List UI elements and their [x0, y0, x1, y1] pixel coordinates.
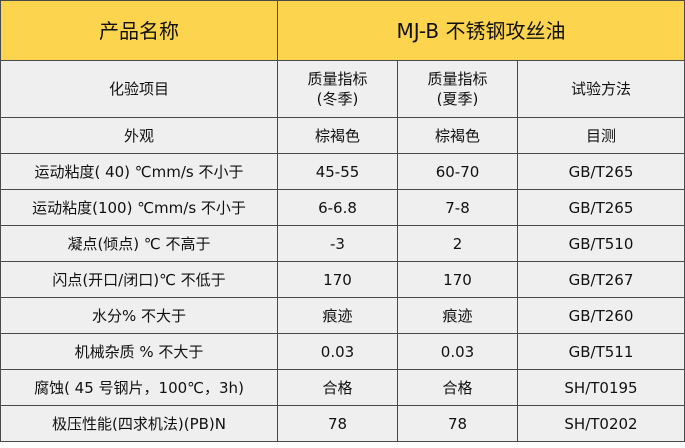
row-summer-value: 合格: [397, 369, 518, 406]
row-summer-value: 7-8: [397, 189, 518, 226]
row-method: 目测: [517, 117, 685, 154]
row-item: 凝点(倾点) ℃ 不高于: [0, 225, 278, 262]
row-method: SH/T0202: [517, 405, 685, 442]
row-winter-value: 170: [277, 261, 398, 298]
column-header-winter: 质量指标 (冬季): [277, 60, 398, 118]
row-winter-value: 棕褐色: [277, 117, 398, 154]
row-winter-value: 合格: [277, 369, 398, 406]
product-name-label: 产品名称: [0, 0, 278, 61]
row-method: GB/T265: [517, 189, 685, 226]
row-method: GB/T265: [517, 153, 685, 190]
row-method: GB/T510: [517, 225, 685, 262]
row-winter-value: 45-55: [277, 153, 398, 190]
column-header-summer-line1: 质量指标: [427, 70, 488, 88]
row-summer-value: 痕迹: [397, 297, 518, 334]
row-item: 外观: [0, 117, 278, 154]
table-row: 运动粘度( 40) ℃mm/s 不小于 45-55 60-70 GB/T265: [0, 153, 685, 190]
product-header-row: 产品名称 MJ-B 不锈钢攻丝油: [0, 0, 685, 61]
table-row: 极压性能(四求机法)(PB)N 78 78 SH/T0202: [0, 405, 685, 442]
row-summer-value: 0.03: [397, 333, 518, 370]
row-method: GB/T267: [517, 261, 685, 298]
row-item: 腐蚀( 45 号钢片，100℃，3h): [0, 369, 278, 406]
row-item: 机械杂质 % 不大于: [0, 333, 278, 370]
table-row: 运动粘度(100) ℃mm/s 不小于 6-6.8 7-8 GB/T265: [0, 189, 685, 226]
column-header-row: 化验项目 质量指标 (冬季) 质量指标 (夏季) 试验方法: [0, 60, 685, 118]
row-item: 水分% 不大于: [0, 297, 278, 334]
column-header-winter-line2: (冬季): [316, 90, 359, 108]
row-method: GB/T511: [517, 333, 685, 370]
row-summer-value: 2: [397, 225, 518, 262]
row-summer-value: 棕褐色: [397, 117, 518, 154]
table-row: 闪点(开口/闭口)℃ 不低于 170 170 GB/T267: [0, 261, 685, 298]
row-method: GB/T260: [517, 297, 685, 334]
column-header-summer: 质量指标 (夏季): [397, 60, 518, 118]
product-name-value: MJ-B 不锈钢攻丝油: [277, 0, 685, 61]
row-winter-value: 78: [277, 405, 398, 442]
row-winter-value: 6-6.8: [277, 189, 398, 226]
table-row: 机械杂质 % 不大于 0.03 0.03 GB/T511: [0, 333, 685, 370]
row-summer-value: 60-70: [397, 153, 518, 190]
table-row: 外观 棕褐色 棕褐色 目测: [0, 117, 685, 154]
row-item: 运动粘度( 40) ℃mm/s 不小于: [0, 153, 278, 190]
row-winter-value: -3: [277, 225, 398, 262]
row-item: 极压性能(四求机法)(PB)N: [0, 405, 278, 442]
row-summer-value: 170: [397, 261, 518, 298]
row-item: 运动粘度(100) ℃mm/s 不小于: [0, 189, 278, 226]
column-header-item: 化验项目: [0, 60, 278, 118]
row-winter-value: 痕迹: [277, 297, 398, 334]
row-item: 闪点(开口/闭口)℃ 不低于: [0, 261, 278, 298]
column-header-summer-line2: (夏季): [436, 90, 479, 108]
table-row: 腐蚀( 45 号钢片，100℃，3h) 合格 合格 SH/T0195: [0, 369, 685, 406]
table-row: 凝点(倾点) ℃ 不高于 -3 2 GB/T510: [0, 225, 685, 262]
row-summer-value: 78: [397, 405, 518, 442]
row-winter-value: 0.03: [277, 333, 398, 370]
column-header-method: 试验方法: [517, 60, 685, 118]
row-method: SH/T0195: [517, 369, 685, 406]
column-header-winter-line1: 质量指标: [307, 70, 368, 88]
table-row: 水分% 不大于 痕迹 痕迹 GB/T260: [0, 297, 685, 334]
